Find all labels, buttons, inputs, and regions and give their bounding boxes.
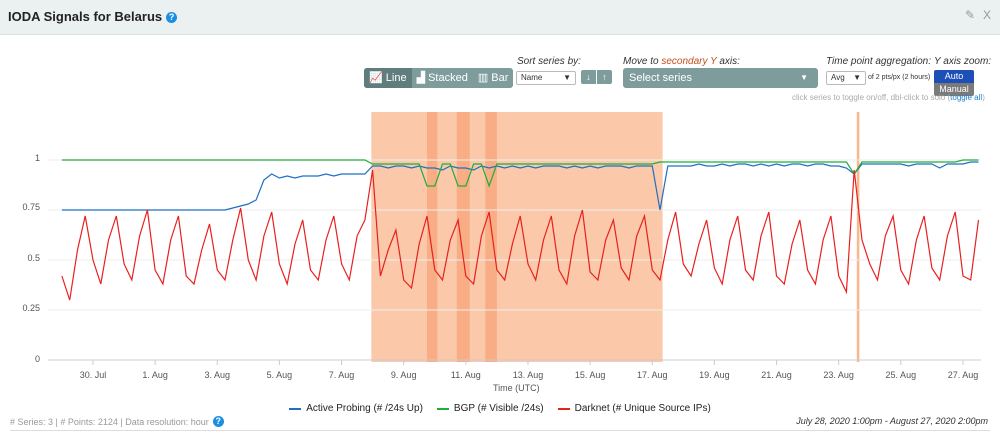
x-tick: 9. Aug: [390, 370, 417, 380]
question-circle-icon[interactable]: ?: [212, 416, 224, 427]
secondary-placeholder: Select series: [629, 72, 692, 84]
secondary-label-accent: secondary Y: [661, 56, 717, 67]
stacked-button[interactable]: ▟ Stacked: [416, 72, 468, 84]
legend-item-active-probing[interactable]: Active Probing (# /24s Up): [289, 403, 423, 414]
legend-label: Darknet (# Unique Source IPs): [574, 403, 711, 414]
line-button[interactable]: 📈 Line: [364, 68, 412, 88]
x-tick: 30. Jul: [79, 370, 107, 380]
y-tick: 1: [34, 153, 40, 163]
legend-label: Active Probing (# /24s Up): [306, 403, 423, 414]
outage-highlight: [427, 112, 438, 362]
stacked-label: Stacked: [428, 72, 468, 84]
y-zoom-manual-button[interactable]: Manual: [934, 83, 974, 96]
aggregation-value: Avg: [831, 73, 845, 82]
secondary-axis-label: Move to secondary Y axis:: [623, 56, 740, 67]
dropdown-arrow-icon: ▼: [800, 73, 808, 82]
sort-value: Name: [521, 73, 543, 82]
sort-select[interactable]: Name ▼: [516, 71, 576, 85]
hint-end: ): [982, 93, 985, 102]
y-tick: 0: [34, 354, 40, 364]
outage-highlight: [456, 112, 470, 362]
x-tick: 27. Aug: [947, 370, 979, 380]
series-line-darknet[interactable]: [61, 169, 980, 301]
secondary-label-pre: Move to: [623, 56, 662, 67]
y-tick: 0.5: [27, 253, 40, 263]
x-tick: 19. Aug: [699, 370, 730, 380]
y-tick: 0.75: [22, 202, 40, 212]
outage-highlight: [485, 112, 497, 362]
chart-plot[interactable]: [0, 0, 1000, 400]
aggregation-note: of 2 pts/px (2 hours): [868, 74, 931, 81]
toggle-all-link[interactable]: toggle all: [950, 93, 983, 102]
x-tick: 1. Aug: [142, 370, 168, 380]
y-tick: 0.25: [22, 303, 40, 313]
secondary-label-post: axis:: [716, 56, 740, 67]
sort-label: Sort series by:: [517, 56, 581, 67]
legend-swatch: [557, 407, 570, 410]
panel-title: IODA Signals for Belarus?: [8, 9, 178, 24]
hint-text: click series to toggle on/off, dbl-click…: [792, 93, 951, 102]
x-tick: 15. Aug: [574, 370, 606, 380]
footer-stats: # Series: 3 | # Points: 2124 | Data reso…: [10, 416, 224, 427]
series-line-bgp[interactable]: [61, 159, 979, 188]
sort-descending-button[interactable]: ↓: [581, 70, 596, 84]
outage-highlight: [371, 112, 663, 362]
x-tick: 17. Aug: [636, 370, 668, 380]
chart-type-toggle: 📈 Line ▟ Stacked ▥ Bar: [364, 68, 514, 88]
x-tick: 25. Aug: [885, 370, 917, 380]
toggle-hint: click series to toggle on/off, dbl-click…: [792, 93, 985, 102]
line-label: Line: [385, 72, 407, 84]
aggregation-select[interactable]: Avg ▼: [826, 71, 866, 85]
sort-ascending-button[interactable]: ↑: [597, 70, 612, 84]
legend-item-bgp[interactable]: BGP (# Visible /24s): [436, 403, 544, 414]
title-text: IODA Signals for Belarus: [8, 9, 163, 24]
x-axis-label: Time (UTC): [493, 383, 540, 393]
y-zoom-label: Y axis zoom:: [934, 56, 992, 67]
x-tick: 3. Aug: [204, 370, 231, 380]
x-tick: 7. Aug: [328, 370, 355, 380]
series-line-active-probing[interactable]: [61, 161, 979, 211]
question-circle-icon[interactable]: ?: [166, 12, 178, 23]
aggregation-label: Time point aggregation:: [826, 56, 931, 67]
edit-icon[interactable]: ✎: [965, 8, 976, 22]
x-tick: 21. Aug: [761, 370, 792, 380]
dropdown-arrow-icon: ▼: [853, 73, 861, 82]
x-tick: 13. Aug: [512, 370, 544, 380]
legend: Active Probing (# /24s Up) BGP (# Visibl…: [0, 403, 1000, 414]
x-tick: 5. Aug: [266, 370, 293, 380]
close-button[interactable]: X: [983, 8, 992, 22]
time-range: July 28, 2020 1:00pm - August 27, 2020 2…: [796, 416, 988, 426]
x-tick: 11. Aug: [450, 370, 481, 380]
outage-highlight: [856, 112, 860, 362]
legend-swatch: [436, 407, 449, 410]
dropdown-arrow-icon: ▼: [563, 73, 571, 82]
y-zoom-auto-button[interactable]: Auto: [934, 70, 974, 83]
bar-label: Bar: [491, 72, 509, 84]
secondary-series-select[interactable]: Select series ▼: [623, 68, 818, 88]
legend-swatch: [289, 407, 302, 410]
footer-divider: [10, 430, 990, 431]
bar-button[interactable]: ▥ Bar: [477, 72, 509, 84]
x-tick: 23. Aug: [823, 370, 854, 380]
legend-label: BGP (# Visible /24s): [453, 403, 544, 414]
footer-stats-text: # Series: 3 | # Points: 2124 | Data reso…: [10, 417, 209, 427]
legend-item-darknet[interactable]: Darknet (# Unique Source IPs): [557, 403, 711, 414]
